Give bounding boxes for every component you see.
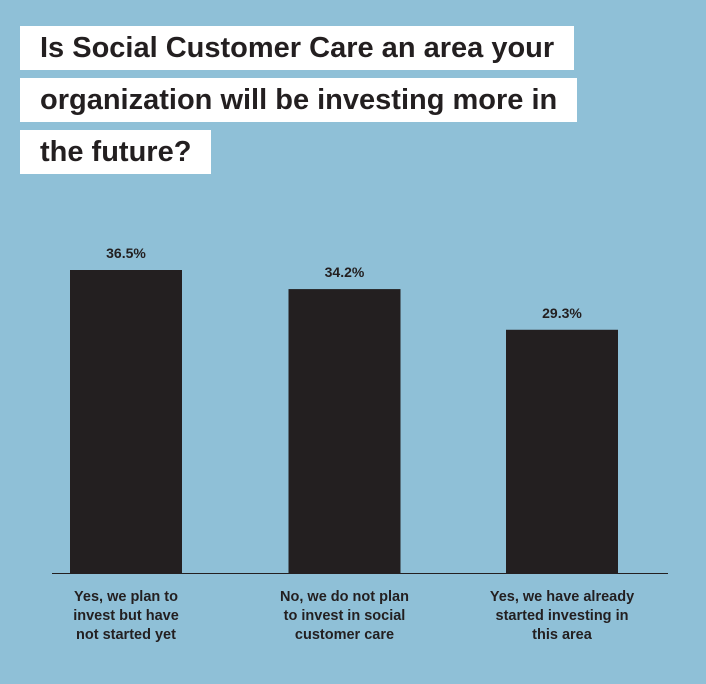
category-label: No, we do not plan to invest in social c… (280, 589, 409, 643)
value-label: 34.2% (325, 264, 365, 280)
bar (288, 289, 401, 573)
value-label: 29.3% (542, 305, 582, 321)
category-label: Yes, we have already started investing i… (489, 589, 635, 643)
title-box: Is Social Customer Care an area your org… (20, 22, 580, 178)
category-label: Yes, we plan to invest but have not star… (73, 589, 179, 643)
bar (506, 329, 618, 573)
value-label: 36.5% (106, 245, 146, 261)
bar (70, 270, 182, 573)
